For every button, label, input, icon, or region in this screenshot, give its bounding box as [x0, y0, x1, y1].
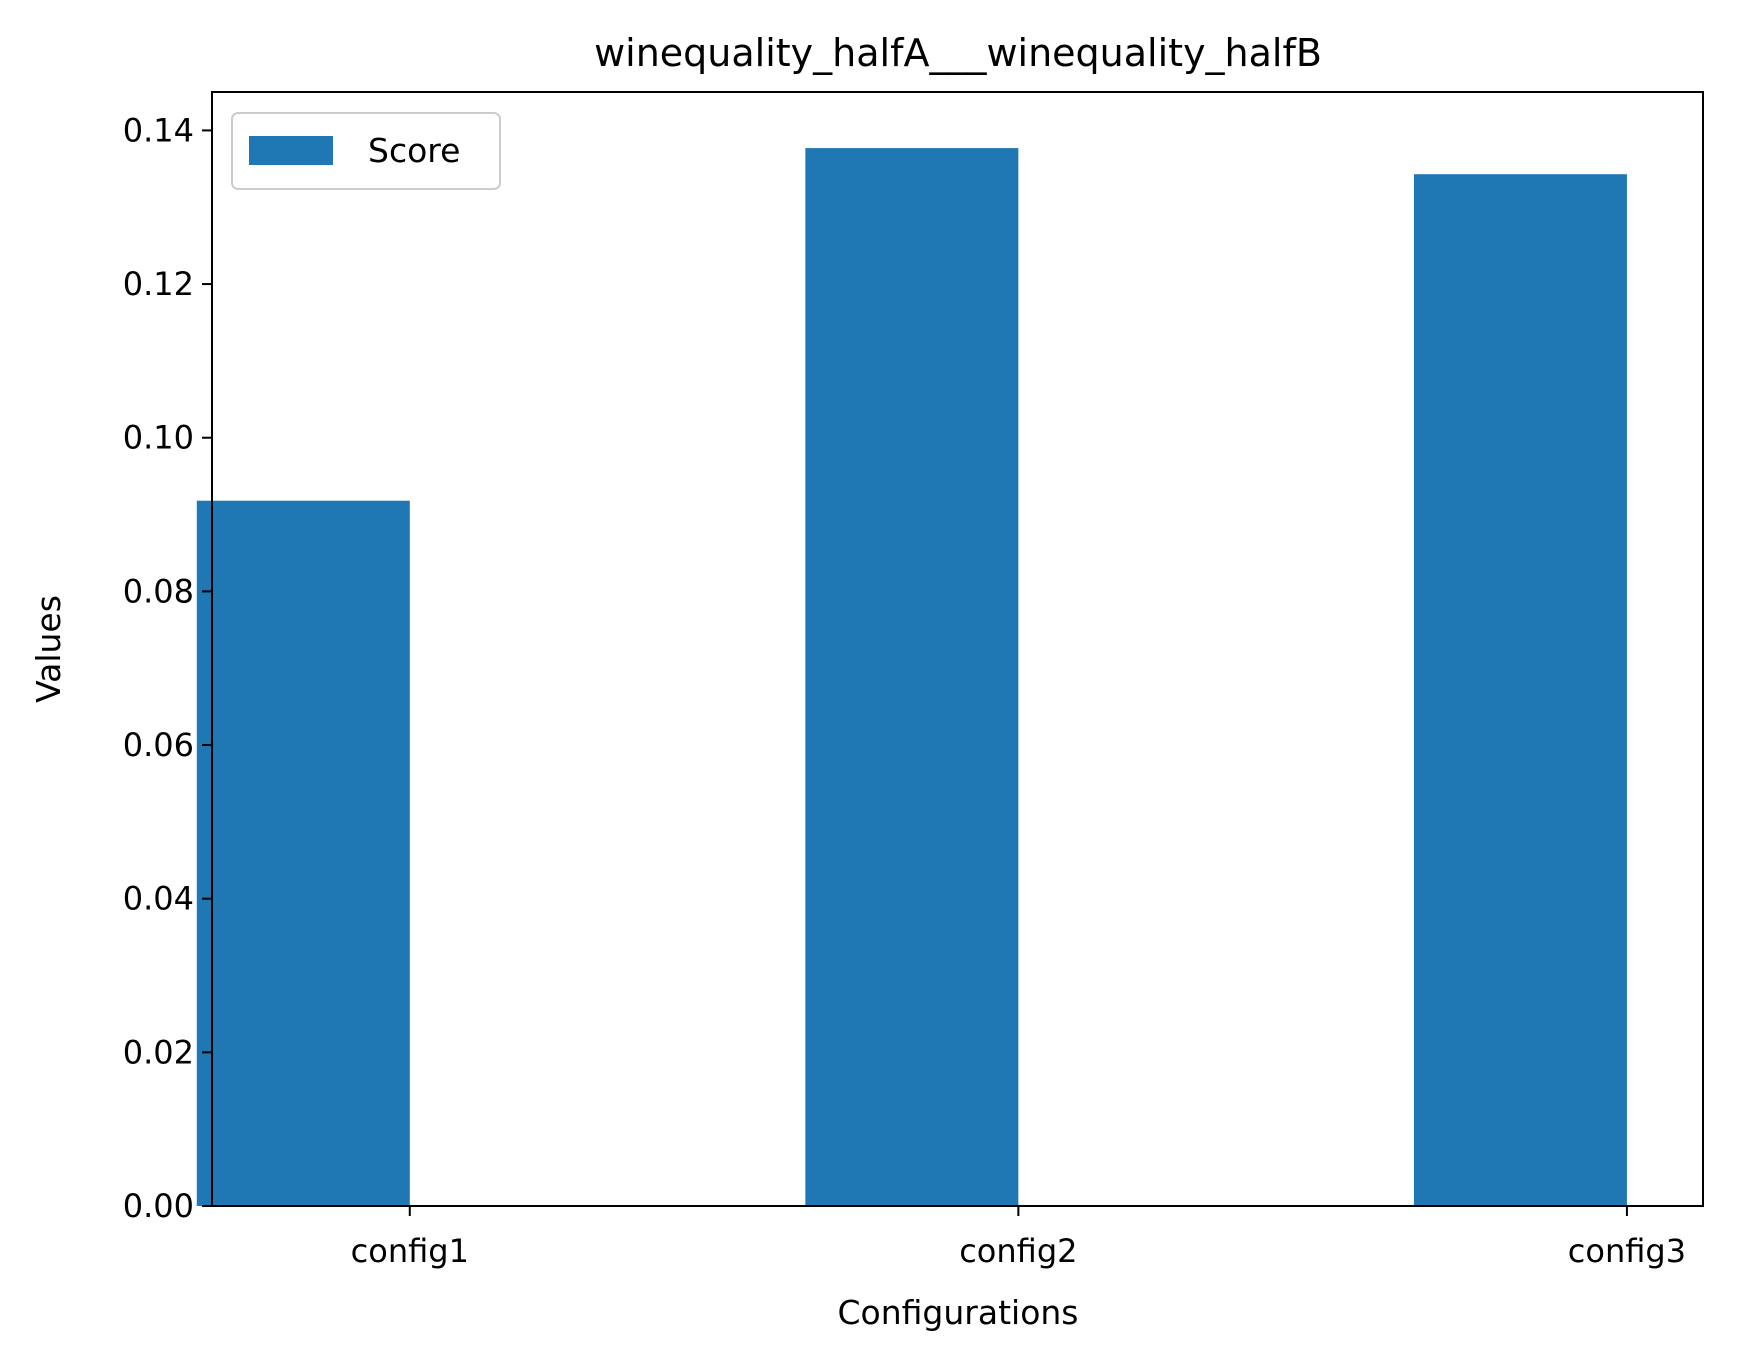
legend-box [231, 112, 501, 190]
y-axis-ticks: 0.00 0.02 0.04 0.06 0.08 0.10 0.12 0.14 [123, 111, 212, 1225]
x-axis-ticks: config1 config2 config3 [351, 1206, 1686, 1270]
plot-area-frame [211, 91, 1704, 1207]
y-tick-label: 0.04 [123, 880, 194, 918]
bar-config1 [196, 500, 410, 1206]
bar-config2 [805, 148, 1019, 1207]
legend-swatch-score [249, 136, 333, 165]
y-tick-label: 0.14 [123, 111, 194, 149]
x-axis-label: Configurations [838, 1293, 1079, 1332]
y-tick-label: 0.06 [123, 726, 194, 764]
x-tick-label-config3: config3 [1568, 1232, 1686, 1270]
y-tick-label: 0.02 [123, 1033, 194, 1071]
x-tick-label-config2: config2 [959, 1232, 1077, 1270]
chart-title: winequality_halfA___winequality_halfB [594, 31, 1322, 75]
y-tick-label: 0.10 [123, 419, 194, 457]
y-tick-label: 0.12 [123, 265, 194, 303]
legend-label-score: Score [368, 131, 460, 170]
legend: Score [231, 112, 501, 190]
y-tick-label: 0.08 [123, 572, 194, 610]
y-axis-label: Values [29, 595, 68, 703]
bar-config3 [1413, 174, 1627, 1206]
bars-group [196, 148, 1627, 1207]
x-tick-label-config1: config1 [351, 1232, 469, 1270]
y-tick-label: 0.00 [123, 1187, 194, 1225]
